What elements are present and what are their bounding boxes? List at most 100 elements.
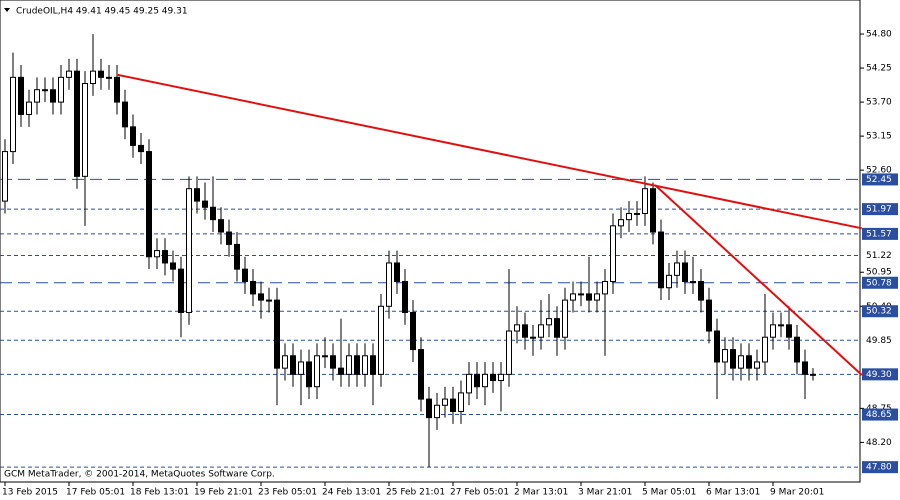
x-tick-label: 5 Mar 05:01	[642, 488, 696, 498]
level-label-box	[862, 305, 898, 318]
level-label: 48.65	[866, 410, 892, 420]
x-tick-label: 24 Feb 13:01	[322, 488, 381, 498]
level-label: 51.57	[866, 229, 892, 239]
candle-body	[34, 89, 40, 103]
candle-body	[114, 76, 120, 103]
candle-body	[314, 355, 320, 388]
candle-body	[570, 293, 576, 301]
candle-body	[770, 324, 776, 338]
candle-body	[346, 355, 352, 375]
candle-body	[674, 262, 680, 276]
level-label: 51.22	[866, 251, 892, 261]
candle-body	[202, 200, 208, 208]
candle-body	[626, 212, 632, 221]
candle-body	[58, 76, 64, 103]
candle-body	[722, 349, 728, 363]
candle-body	[330, 355, 336, 369]
candle-body	[578, 293, 584, 296]
candle-body	[650, 188, 656, 233]
candle-body	[418, 349, 424, 400]
x-tick-label: 18 Feb 13:01	[130, 488, 189, 498]
candle-body	[90, 70, 96, 85]
candle-body	[682, 262, 688, 283]
candle-body	[226, 231, 232, 245]
candle-body	[66, 70, 72, 78]
candle-body	[458, 392, 464, 412]
candle-body	[106, 76, 112, 79]
candle-body	[290, 355, 296, 375]
candle-body	[586, 293, 592, 301]
candle-body	[234, 243, 240, 270]
chart-title: CrudeOIL,H4 49.41 49.45 49.25 49.31	[16, 7, 188, 17]
candle-body	[194, 188, 200, 202]
candle-body	[610, 225, 616, 283]
candle-body	[274, 299, 280, 369]
candle-body	[514, 324, 520, 332]
level-label-box	[862, 276, 898, 289]
candle-body	[18, 76, 24, 115]
level-label-box	[862, 227, 898, 240]
candle-body	[242, 268, 248, 283]
candle-body	[378, 305, 384, 375]
candle-body	[322, 355, 328, 358]
candle-body	[738, 355, 744, 369]
candle-body	[602, 281, 608, 295]
footer: GCM MetaTrader, © 2001-2014, MetaQuotes …	[4, 470, 275, 480]
level-label: 50.78	[866, 278, 892, 288]
candle-body	[354, 355, 360, 375]
candle-body	[442, 398, 448, 406]
y-tick-label: 54.25	[866, 64, 892, 74]
level-label-box	[862, 173, 898, 186]
level-label-box	[862, 368, 898, 381]
candle-body	[618, 219, 624, 227]
menu-arrow[interactable]	[4, 8, 10, 12]
candle-body	[298, 361, 304, 375]
level-label: 49.85	[866, 336, 892, 346]
candle-body	[474, 373, 480, 388]
candle-body	[402, 281, 408, 313]
level-label: 52.45	[866, 175, 892, 185]
x-tick-label: 25 Feb 21:01	[386, 488, 445, 498]
candle-body	[250, 281, 256, 295]
y-tick-label: 48.20	[866, 438, 892, 448]
candle-body	[706, 299, 712, 332]
candle-body	[530, 336, 536, 339]
trendline	[654, 184, 863, 376]
candle-body	[50, 89, 56, 103]
candle-body	[642, 188, 648, 214]
candle-body	[810, 373, 816, 376]
x-tick-label: 2 Mar 13:01	[514, 488, 568, 498]
candle-body	[162, 250, 168, 264]
x-tick-label: 9 Mar 20:01	[770, 488, 824, 498]
candle-body	[658, 231, 664, 289]
candle-body	[698, 281, 704, 301]
level-label-box	[862, 461, 898, 474]
candle-body	[2, 151, 8, 202]
candle-body	[362, 355, 368, 375]
candle-body	[666, 274, 672, 289]
candle-body	[98, 70, 104, 78]
level-label: 50.32	[866, 307, 892, 317]
candle-body	[754, 361, 760, 369]
candle-body	[42, 89, 48, 92]
candle-body	[794, 336, 800, 363]
candle-body	[122, 101, 128, 128]
level-label-box	[862, 408, 898, 421]
candle-body	[146, 151, 152, 258]
candle-body	[482, 373, 488, 388]
level-label: 51.97	[866, 205, 892, 215]
candle-body	[690, 281, 696, 284]
candle-body	[554, 318, 560, 338]
candle-body	[394, 262, 400, 283]
candle-body	[594, 293, 600, 301]
x-tick-label: 13 Feb 2015	[2, 488, 58, 498]
candle-body	[218, 219, 224, 233]
candle-body	[282, 355, 288, 369]
x-tick-label: 3 Mar 21:01	[578, 488, 632, 498]
y-tick-label: 53.15	[866, 132, 892, 142]
candle-body	[138, 144, 144, 153]
candle-body	[186, 188, 192, 313]
candle-body	[410, 311, 416, 351]
candle-body	[370, 355, 376, 375]
